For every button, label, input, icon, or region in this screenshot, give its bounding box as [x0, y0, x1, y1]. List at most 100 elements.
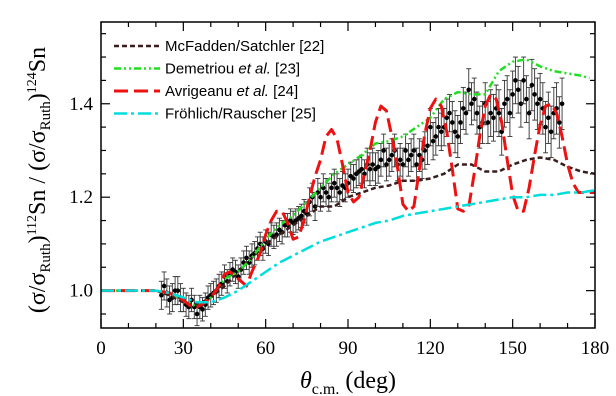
data-point [356, 157, 362, 186]
data-marker [458, 120, 463, 125]
x-tick-label: 60 [256, 338, 275, 359]
data-marker [463, 110, 469, 116]
data-marker [406, 157, 411, 163]
data-marker [439, 129, 444, 135]
data-marker [557, 120, 562, 125]
data-marker [469, 101, 474, 107]
tick-labels: 0 30 60 90 120 150 180 1.0 1.2 1.4 [69, 94, 609, 359]
data-point [534, 77, 540, 130]
data-marker [378, 157, 384, 163]
data-point [458, 100, 464, 144]
data-marker [444, 115, 450, 121]
data-marker [529, 82, 535, 88]
data-point [405, 143, 411, 177]
data-marker [433, 134, 439, 139]
data-marker [329, 185, 334, 191]
data-marker [521, 78, 526, 83]
data-point [337, 178, 343, 207]
data-marker [194, 311, 200, 317]
data-marker [548, 129, 554, 135]
data-marker [502, 101, 507, 107]
data-marker [559, 101, 565, 107]
data-point [241, 250, 247, 275]
data-point [537, 72, 543, 126]
x-axis-label: θc.m. (deg) [300, 368, 396, 396]
data-point [466, 68, 472, 112]
data-marker [244, 255, 249, 261]
data-points [158, 56, 565, 327]
plot-frame [100, 21, 596, 329]
data-point [408, 138, 414, 172]
data-point [515, 65, 521, 114]
data-marker [507, 110, 513, 116]
data-marker [323, 190, 329, 195]
data-marker [510, 92, 515, 97]
data-point [175, 276, 181, 306]
data-point [370, 147, 376, 182]
data-marker [430, 138, 436, 144]
data-marker [351, 176, 356, 181]
x-tick-label: 120 [416, 338, 445, 359]
data-point [246, 250, 252, 275]
data-marker [524, 96, 529, 102]
data-marker [496, 110, 502, 116]
data-point [403, 133, 409, 168]
data-point [510, 70, 516, 119]
data-marker [518, 101, 524, 107]
data-marker [532, 92, 537, 97]
data-point [449, 100, 455, 144]
data-point [329, 173, 335, 203]
data-point [381, 133, 387, 168]
legend-item: Avrigeanu et al. [24] [114, 83, 298, 100]
data-point [512, 56, 518, 105]
legend-label: Fröhlich/Rauscher [25] [165, 106, 316, 123]
legend-item: Fröhlich/Rauscher [25] [114, 106, 316, 123]
data-point [276, 217, 282, 243]
data-point [496, 89, 502, 137]
data-marker [537, 96, 543, 102]
data-point [545, 91, 551, 144]
data-marker [414, 162, 419, 167]
data-marker [299, 213, 304, 219]
data-point [490, 93, 496, 142]
data-marker [425, 143, 430, 149]
x-tick-label: 0 [96, 338, 106, 359]
data-marker [235, 274, 241, 279]
data-point [161, 271, 167, 301]
data-point [469, 82, 474, 126]
data-marker [175, 288, 181, 293]
data-point [433, 117, 439, 156]
x-tick-label: 90 [339, 338, 358, 359]
data-marker [411, 148, 417, 153]
data-marker [515, 87, 521, 93]
legend-item: Demetriou et al. [23] [114, 61, 300, 78]
data-marker [428, 124, 433, 130]
data-marker [447, 110, 452, 116]
data-point [556, 96, 562, 149]
data-marker [474, 110, 480, 116]
data-marker [312, 204, 318, 209]
data-point [274, 222, 280, 247]
data-point [499, 107, 505, 156]
data-marker [386, 157, 392, 163]
data-point [485, 100, 491, 144]
data-point [518, 79, 524, 128]
data-marker [318, 194, 323, 200]
data-marker [334, 185, 340, 191]
data-point [521, 56, 527, 105]
data-marker [337, 190, 343, 195]
data-marker [526, 110, 532, 116]
data-point [375, 150, 381, 184]
data-point [447, 93, 453, 133]
model-curves [101, 58, 595, 309]
data-point [353, 159, 359, 189]
data-point [350, 164, 356, 193]
legend-label: McFadden/Satchler [22] [165, 38, 324, 55]
data-marker [367, 166, 373, 172]
legend-label: Avrigeanu et al. [24] [165, 83, 298, 100]
data-point [438, 112, 444, 151]
data-point [386, 143, 392, 177]
data-point [331, 168, 337, 198]
data-point [232, 259, 238, 285]
